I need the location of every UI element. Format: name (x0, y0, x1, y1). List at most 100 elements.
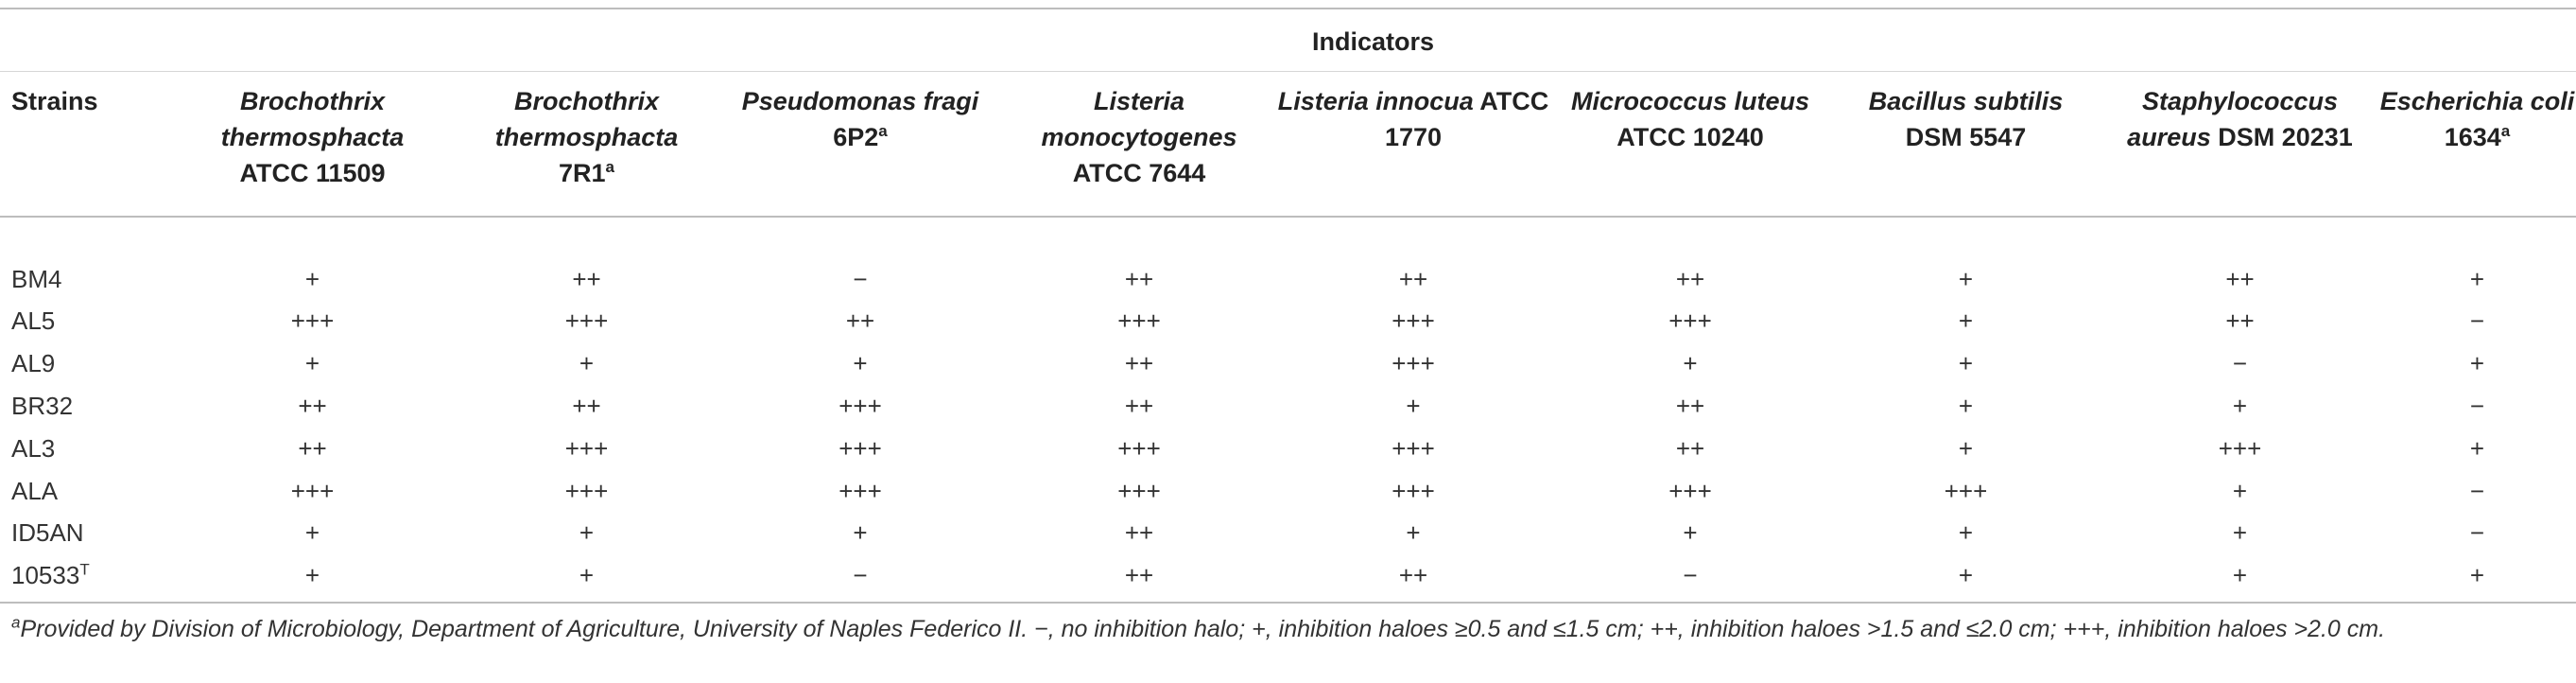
inhibition-value-cell: ++ (1124, 518, 1154, 548)
inhibition-value-cell: ++ (298, 433, 327, 463)
inhibition-value-cell: − (2469, 518, 2485, 548)
indicator-rest: 6P2 (833, 123, 879, 151)
inhibition-value-cell: + (853, 518, 868, 548)
inhibition-value-cell: +++ (1392, 433, 1435, 463)
indicator-rest: ATCC 1770 (1384, 87, 1549, 151)
inhibition-value-cell: +++ (1117, 433, 1161, 463)
inhibition-value-cell: + (304, 264, 320, 293)
indicator-name: Listeria innocua (1277, 87, 1474, 115)
indicator-header: Escherichia coli 1634a (2378, 83, 2576, 216)
inhibition-value-cell: ++ (1398, 561, 1428, 590)
indicator-name: Pseudomonas fragi (741, 87, 979, 115)
table-row: AL5 +++ +++ ++ +++ +++ +++ + ++ − (0, 301, 2576, 343)
inhibition-value-cell: +++ (1668, 476, 1712, 505)
inhibition-value-cell: +++ (1117, 476, 1161, 505)
strain-name: ALA (11, 476, 59, 505)
strain-cell: BR32 (0, 385, 170, 428)
indicator-rest: 1634 (2444, 123, 2501, 151)
indicator-rest: DSM 5547 (1905, 123, 2027, 151)
indicator-header: Brochothrix thermosphacta 7R1a (455, 83, 718, 216)
table-row: AL3 ++ +++ +++ +++ +++ ++ + +++ + (0, 428, 2576, 470)
inhibition-value-cell: − (2469, 306, 2485, 336)
inhibition-value-cell: + (579, 518, 595, 548)
inhibition-value-cell: + (304, 518, 320, 548)
inhibition-value-cell: ++ (1124, 264, 1154, 293)
inhibition-value-cell: +++ (1944, 476, 1988, 505)
inhibition-value-cell: + (1406, 518, 1421, 548)
footnote-marker: a (605, 158, 614, 176)
bottom-rule (0, 602, 2576, 604)
strain-name: BR32 (11, 392, 74, 421)
inhibition-value-cell: +++ (1117, 306, 1161, 336)
strain-cell: AL3 (0, 428, 170, 470)
indicator-name: Bacillus subtilis (1868, 87, 2064, 115)
table-row: ALA +++ +++ +++ +++ +++ +++ +++ + − (0, 470, 2576, 513)
indicator-rest: ATCC 10240 (1616, 123, 1764, 151)
table-footnote: aProvided by Division of Microbiology, D… (11, 611, 2564, 647)
inhibition-table: Strains Brochothrix thermosphacta ATCC 11… (0, 83, 2576, 597)
strain-cell: AL9 (0, 342, 170, 385)
header-underline (0, 216, 2576, 218)
strain-cell: ALA (0, 470, 170, 513)
inhibition-value-cell: +++ (564, 433, 609, 463)
inhibition-value-cell: ++ (2225, 264, 2255, 293)
inhibition-value-cell: + (2469, 264, 2485, 293)
table-row: 10533T + + − ++ ++ − + + + (0, 554, 2576, 597)
footnote-marker: a (2500, 122, 2511, 140)
table-body: BM4 + ++ − ++ ++ ++ + ++ + AL5 +++ +++ ++ +++ +++ +++ + ++… (0, 258, 2576, 597)
strain-name: AL5 (11, 306, 56, 336)
strains-column-header: Strains (11, 87, 98, 115)
inhibition-value-cell: ++ (1675, 433, 1705, 463)
indicator-rest: DSM 20231 (2218, 123, 2353, 151)
top-rule (0, 8, 2576, 9)
footnote-marker: a (11, 613, 21, 632)
inhibition-value-cell: +++ (1392, 306, 1435, 336)
table-row: BM4 + ++ − ++ ++ ++ + ++ + (0, 258, 2576, 301)
inhibition-value-cell: + (1683, 518, 1698, 548)
inhibition-value-cell: ++ (1124, 392, 1154, 421)
indicator-header: Bacillus subtilis DSM 5547 (1830, 83, 2101, 216)
inhibition-value-cell: ++ (2225, 306, 2255, 336)
indicator-header: Brochothrix thermosphacta ATCC 11509 (170, 83, 455, 216)
indicator-name: Micrococcus luteus (1570, 87, 1810, 115)
inhibition-value-cell: ++ (845, 306, 875, 336)
indicator-header: Listeria monocytogenes ATCC 7644 (1002, 83, 1276, 216)
inhibition-value-cell: + (2469, 349, 2485, 378)
table-row: AL9 + + + ++ +++ + + − + (0, 342, 2576, 385)
inhibition-value-cell: + (1406, 392, 1421, 421)
indicators-group-header: Indicators (1311, 27, 1435, 56)
inhibition-value-cell: + (1683, 349, 1698, 378)
header-row: Strains Brochothrix thermosphacta ATCC 11… (0, 83, 2576, 216)
indicator-name: Staphylococcus aureus (2127, 87, 2339, 151)
inhibition-value-cell: + (1958, 349, 1974, 378)
strain-cell: AL5 (0, 301, 170, 343)
inhibition-value-cell: ++ (1675, 264, 1705, 293)
inhibition-value-cell: + (1958, 518, 1974, 548)
inhibition-value-cell: + (1958, 392, 1974, 421)
indicator-header: Micrococcus luteus ATCC 10240 (1550, 83, 1830, 216)
indicator-name: Escherichia coli (2379, 87, 2575, 115)
inhibition-value-cell: − (853, 561, 868, 590)
inhibition-value-cell: + (304, 561, 320, 590)
inhibition-value-cell: + (2469, 561, 2485, 590)
inhibition-value-cell: − (2469, 392, 2485, 421)
inhibition-value-cell: +++ (838, 433, 882, 463)
footnote-text: Provided by Division of Microbiology, De… (20, 616, 2386, 642)
inhibition-value-cell: − (1683, 561, 1698, 590)
footnote-marker: a (878, 122, 888, 140)
spacer-cell (0, 216, 2576, 258)
inhibition-value-cell: ++ (1124, 561, 1154, 590)
indicator-rest: 7R1 (559, 159, 606, 187)
inhibition-value-cell: +++ (1392, 476, 1435, 505)
indicator-name: Brochothrix thermosphacta (494, 87, 679, 151)
strain-name: 10533 (11, 561, 80, 590)
inhibition-value-cell: + (579, 349, 595, 378)
strain-name: AL9 (11, 349, 56, 378)
strain-name: AL3 (11, 433, 56, 463)
table-row: BR32 ++ ++ +++ ++ + ++ + + − (0, 385, 2576, 428)
inhibition-value-cell: − (2232, 349, 2248, 378)
indicator-rest: ATCC 11509 (239, 159, 386, 187)
indicator-rest: ATCC 7644 (1072, 159, 1206, 187)
indicator-header: Pseudomonas fragi 6P2a (718, 83, 1002, 216)
strain-name: BM4 (11, 264, 62, 293)
